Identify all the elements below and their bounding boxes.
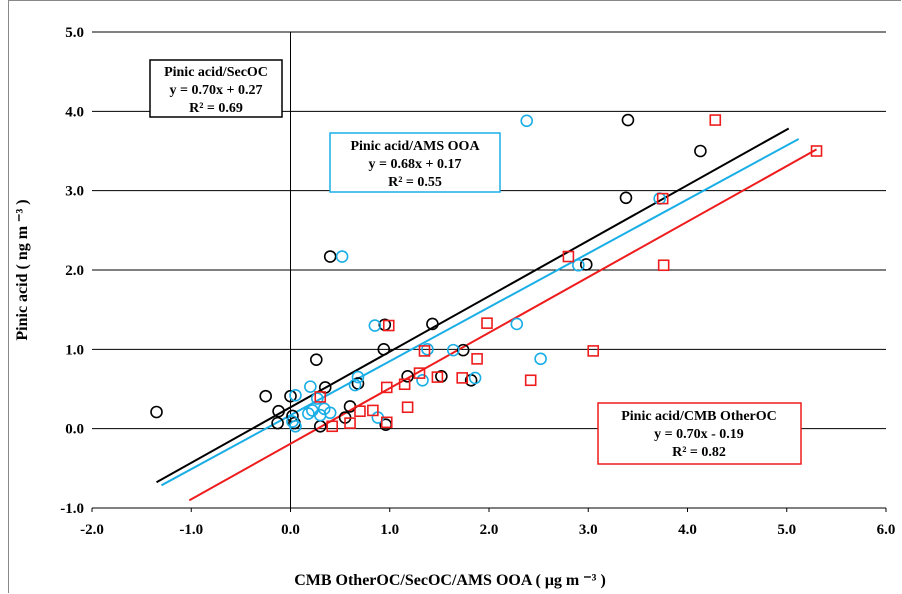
equation-box-secoc-title: Pinic acid/SecOC <box>164 65 268 80</box>
point-series-1-21 <box>534 352 547 366</box>
point-series-1-20 <box>520 114 534 128</box>
point-series-1-12 <box>351 370 365 384</box>
point-series-1-10 <box>335 250 349 263</box>
y-tick-label-0: -1.0 <box>60 501 84 517</box>
point-series-2-15 <box>481 317 493 329</box>
trendline-series-0 <box>156 127 790 484</box>
x-tick-label-0: -2.0 <box>80 522 104 538</box>
point-series-0-4 <box>284 389 297 403</box>
point-series-2-6 <box>380 416 393 429</box>
point-series-2-11 <box>418 345 431 357</box>
equation-box-ams-ooa-title: Pinic acid/AMS OOA <box>350 139 480 154</box>
equation-box-secoc-r2: R² = 0.69 <box>189 101 243 116</box>
point-series-0-7 <box>310 353 323 366</box>
y-tick-label-2: 1.0 <box>65 342 84 358</box>
point-series-2-7 <box>382 319 395 332</box>
point-series-0-10 <box>323 250 337 263</box>
point-series-1-13 <box>368 319 382 332</box>
x-axis-title: CMB OtherOC/SecOC/AMS OOA ( μg m ⁻³ ) <box>294 572 606 589</box>
point-series-0-14 <box>377 343 391 356</box>
equation-box-cmb-otheroc-r2: R² = 0.82 <box>672 445 726 460</box>
point-series-2-10 <box>413 367 426 379</box>
point-series-1-6 <box>310 392 324 405</box>
point-series-1-11 <box>348 378 362 392</box>
point-series-0-24 <box>621 113 635 127</box>
point-series-0-1 <box>259 389 272 403</box>
point-series-1-22 <box>572 258 585 272</box>
equation-box-ams-ooa-r2: R² = 0.55 <box>388 175 442 190</box>
point-series-1-4 <box>304 380 317 393</box>
point-series-1-3 <box>302 407 315 420</box>
tick-labels: -1.0 0.0 1.0 2.0 3.0 4.0 5.0 -2.0 -1.0 0.0 1.0 2.0 3… <box>60 25 895 538</box>
point-series-2-2 <box>344 417 356 429</box>
point-series-1-15 <box>416 373 429 387</box>
point-series-1-18 <box>468 371 482 385</box>
point-series-2-8 <box>398 378 411 391</box>
equation-box-cmb-otheroc: Pinic acid/CMB OtherOC y = 0.70x - 0.19 … <box>597 402 802 465</box>
y-tick-label-3: 2.0 <box>65 263 84 279</box>
point-series-1-9 <box>323 406 337 420</box>
equation-box-cmb-otheroc-equation: y = 0.70x - 0.19 <box>654 427 744 442</box>
y-axis-title: Pinic acid ( ng m ⁻³ ) <box>14 199 31 340</box>
point-series-2-20 <box>657 259 670 272</box>
point-series-0-23 <box>619 191 633 205</box>
x-tick-label-4: 2.0 <box>480 522 499 538</box>
point-series-1-16 <box>421 343 434 356</box>
data-points <box>150 113 823 433</box>
point-series-2-21 <box>709 114 722 126</box>
point-series-0-3 <box>271 416 284 430</box>
chart-frame <box>8 0 901 593</box>
x-tick-label-5: 3.0 <box>579 522 598 538</box>
point-series-1-17 <box>446 343 460 357</box>
equation-box-ams-ooa-equation: y = 0.68x + 0.17 <box>369 157 462 172</box>
equation-box-ams-ooa: Pinic acid/AMS OOA y = 0.68x + 0.17 R² =… <box>329 132 501 193</box>
point-series-2-9 <box>401 401 414 414</box>
point-series-2-12 <box>431 371 444 383</box>
y-tick-label-1: 0.0 <box>65 422 84 438</box>
x-tick-label-3: 1.0 <box>380 522 399 538</box>
point-series-0-22 <box>579 258 593 271</box>
point-series-2-14 <box>471 353 483 365</box>
point-series-0-25 <box>694 144 707 158</box>
point-series-1-2 <box>289 419 302 433</box>
point-series-1-1 <box>289 389 302 402</box>
point-series-2-13 <box>456 372 469 384</box>
x-tick-label-6: 4.0 <box>678 522 697 538</box>
point-series-2-1 <box>326 420 338 433</box>
point-series-2-5 <box>380 381 393 394</box>
equation-box-cmb-otheroc-border <box>597 402 802 465</box>
trendline-series-1 <box>160 138 800 487</box>
point-series-0-20 <box>456 343 470 357</box>
x-tick-label-2: 0.0 <box>281 522 300 538</box>
equation-box-secoc: Pinic acid/SecOC y = 0.70x + 0.27 R² = 0… <box>149 59 283 118</box>
point-series-2-17 <box>562 250 575 263</box>
equation-box-ams-ooa-border <box>329 132 501 193</box>
point-series-0-0 <box>150 405 163 419</box>
equation-box-secoc-equation: y = 0.70x + 0.27 <box>170 83 263 98</box>
point-series-2-22 <box>810 145 823 157</box>
x-tick-label-1: -1.0 <box>179 522 203 538</box>
point-series-1-19 <box>510 317 524 331</box>
point-series-2-4 <box>367 404 379 417</box>
trendlines <box>156 127 818 502</box>
y-tick-label-4: 3.0 <box>65 184 84 200</box>
point-series-2-0 <box>314 391 327 403</box>
point-series-0-17 <box>401 370 414 383</box>
point-series-2-3 <box>354 405 366 418</box>
equation-box-secoc-border <box>149 59 283 118</box>
point-series-2-18 <box>587 345 600 357</box>
x-tick-label-8: 6.0 <box>877 522 896 538</box>
point-series-2-16 <box>524 374 537 387</box>
point-series-2-19 <box>656 192 669 205</box>
point-series-0-18 <box>426 317 439 331</box>
equation-box-cmb-otheroc-title: Pinic acid/CMB OtherOC <box>621 409 777 424</box>
x-tick-label-7: 5.0 <box>777 522 796 538</box>
y-tick-label-5: 4.0 <box>65 104 84 120</box>
y-tick-label-6: 5.0 <box>65 25 84 41</box>
trendline-series-2 <box>188 148 818 502</box>
point-series-0-2 <box>272 404 285 418</box>
